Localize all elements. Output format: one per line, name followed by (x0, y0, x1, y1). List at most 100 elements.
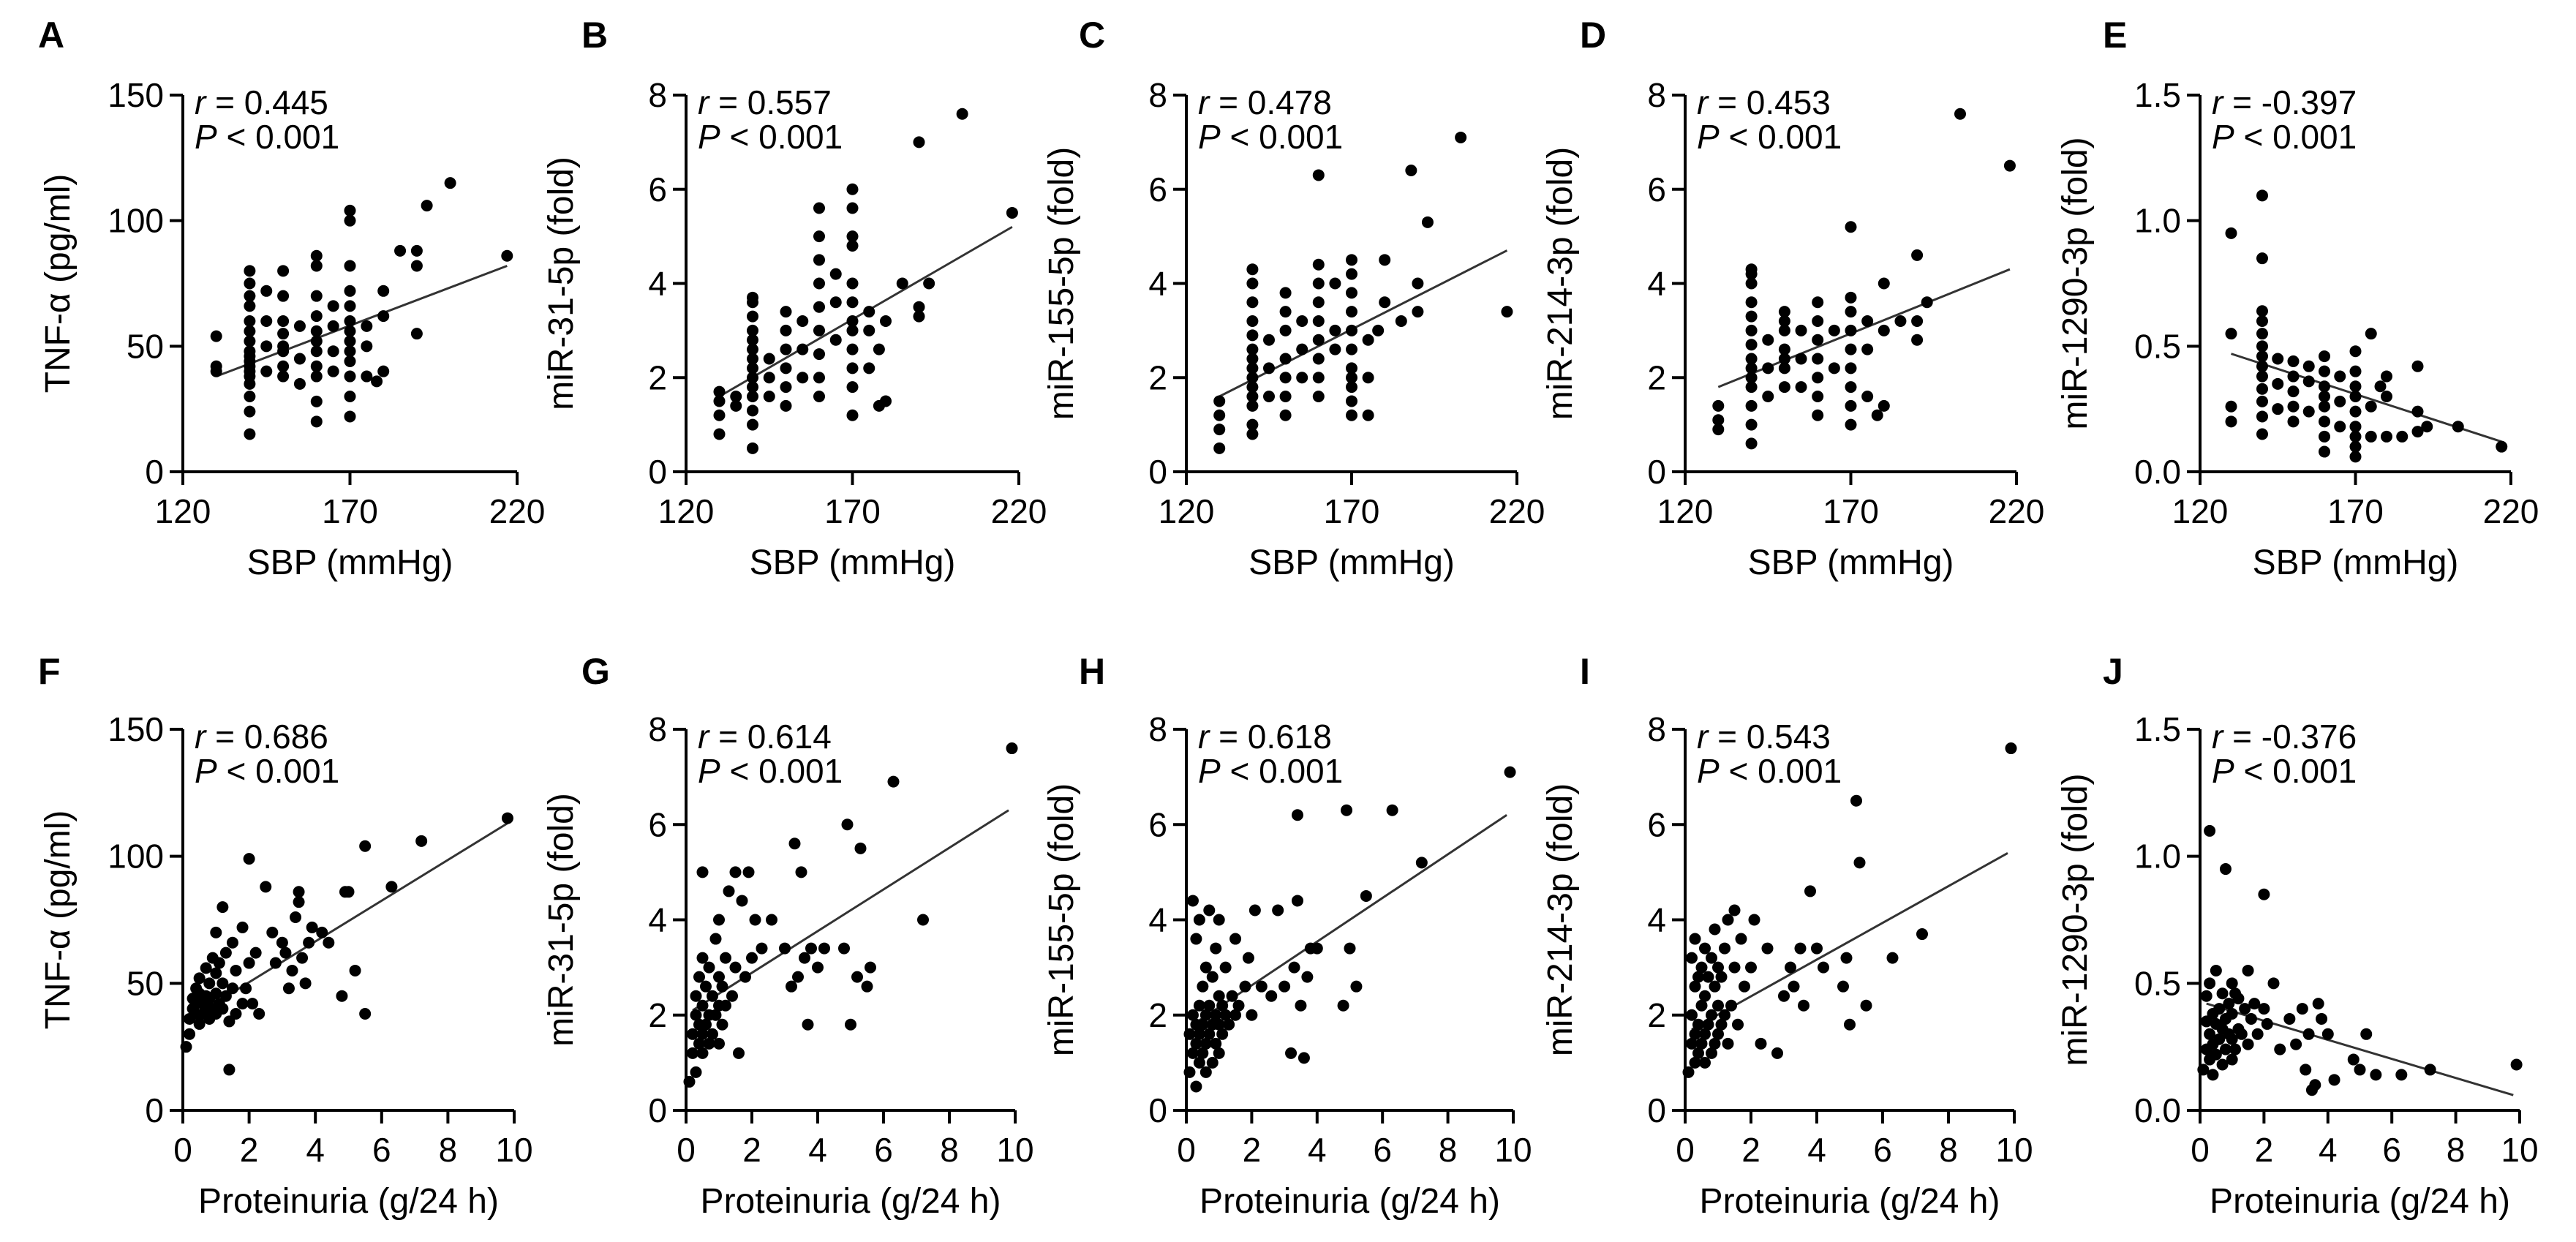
data-point (1223, 1018, 1235, 1031)
data-point (813, 324, 825, 336)
data-point (260, 340, 273, 353)
data-point (377, 285, 390, 297)
data-point (1210, 1009, 1222, 1021)
p-value: P < 0.001 (698, 118, 843, 156)
data-point (812, 961, 824, 974)
data-point (344, 355, 356, 367)
data-point (1722, 914, 1734, 926)
data-point (2235, 1028, 2248, 1040)
data-point (2219, 1043, 2232, 1055)
correlation-r: r = 0.453 (1697, 83, 1831, 121)
data-point (747, 362, 758, 375)
data-point (244, 335, 256, 347)
data-point (2316, 1012, 2328, 1025)
x-tick-label: 0 (1177, 1131, 1196, 1169)
data-point (1203, 999, 1216, 1012)
data-point (846, 362, 859, 375)
x-tick-label: 8 (2447, 1131, 2466, 1169)
data-point (244, 391, 256, 402)
data-point (2309, 1079, 2321, 1091)
data-point (1346, 372, 1357, 384)
data-point (1878, 399, 1890, 412)
data-point (1745, 381, 1758, 394)
data-point (1689, 1028, 1701, 1040)
data-point (846, 296, 859, 309)
panel-f: F 0 50 100 150 0 2 4 6 8 10 Proteinuria (g/24 h) TNF… (38, 651, 533, 1221)
data-point (2374, 380, 2387, 393)
data-point (713, 914, 725, 926)
data-point (361, 370, 373, 383)
data-point (1219, 961, 1232, 974)
data-point (1216, 1028, 1229, 1040)
data-point (1263, 391, 1275, 402)
data-point (1840, 952, 1853, 964)
data-point (1778, 381, 1790, 394)
data-point (410, 328, 423, 340)
y-tick-label: 8 (1148, 710, 1167, 748)
data-point (1279, 324, 1292, 336)
data-point (2256, 395, 2268, 407)
data-point (327, 300, 339, 312)
data-point (1329, 324, 1341, 336)
y-tick-label: 6 (1148, 170, 1167, 208)
data-point (2261, 1017, 2273, 1030)
data-point (1719, 942, 1730, 955)
data-point (1828, 324, 1840, 336)
data-point (1504, 766, 1516, 778)
data-point (344, 285, 356, 297)
data-point (246, 998, 259, 1010)
data-point (244, 405, 256, 418)
x-tick-label: 120 (155, 492, 211, 530)
panel-letter: J (2103, 651, 2123, 692)
data-point (1279, 287, 1292, 299)
data-point (344, 214, 356, 227)
data-point (713, 409, 726, 421)
data-point (1246, 343, 1259, 355)
data-point (310, 290, 323, 302)
y-tick-label: 4 (1647, 265, 1666, 303)
data-point (361, 340, 373, 353)
data-point (747, 418, 758, 431)
data-point (1812, 409, 1824, 421)
data-point (1329, 343, 1341, 355)
data-point (216, 901, 229, 914)
data-point (2197, 1064, 2210, 1076)
data-point (693, 1037, 705, 1050)
data-point (799, 952, 810, 964)
data-point (1206, 971, 1219, 983)
data-point (210, 330, 222, 342)
data-point (1745, 339, 1758, 351)
data-point (1798, 999, 1809, 1012)
data-point (1232, 999, 1245, 1012)
data-point (415, 835, 428, 847)
data-point (1812, 353, 1824, 365)
panel-letter: C (1079, 15, 1105, 56)
data-point (713, 385, 726, 398)
regression-line (692, 809, 1009, 1012)
data-point (266, 926, 279, 938)
data-point (1412, 277, 1424, 290)
x-tick-label: 10 (1995, 1131, 2033, 1169)
data-point (310, 310, 323, 323)
data-point (1911, 249, 1924, 261)
data-point (917, 914, 929, 926)
data-point (1745, 310, 1758, 323)
data-point (1183, 1066, 1196, 1078)
data-point (1346, 381, 1357, 394)
data-point (1894, 315, 1907, 327)
data-point (2005, 742, 2017, 755)
data-point (230, 964, 242, 976)
data-point (733, 1047, 745, 1059)
data-point (219, 946, 232, 959)
data-point (1246, 296, 1259, 309)
y-tick-label: 4 (1148, 901, 1167, 939)
data-point (2256, 360, 2268, 372)
data-point (1249, 904, 1261, 917)
data-point (1183, 1028, 1196, 1040)
data-point (277, 340, 290, 353)
data-point (2256, 350, 2268, 363)
data-point (730, 391, 742, 402)
data-point (1341, 804, 1353, 816)
data-point (1190, 1080, 1202, 1093)
y-tick-label: 0 (648, 1091, 667, 1129)
